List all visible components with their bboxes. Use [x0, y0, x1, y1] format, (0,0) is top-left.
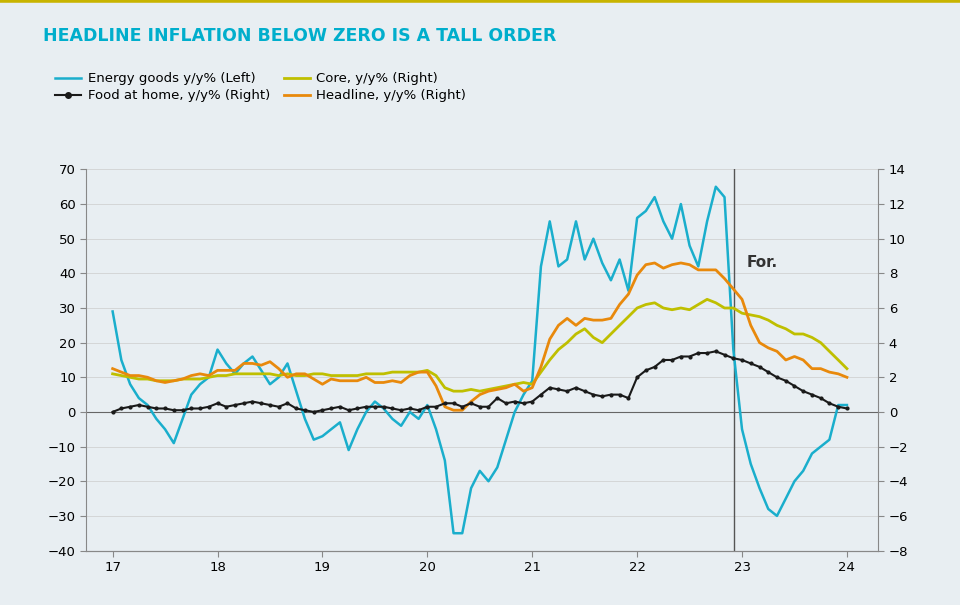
Legend: Energy goods y/y% (Left), Food at home, y/y% (Right), Core, y/y% (Right), Headli: Energy goods y/y% (Left), Food at home, …: [50, 67, 471, 108]
Text: HEADLINE INFLATION BELOW ZERO IS A TALL ORDER: HEADLINE INFLATION BELOW ZERO IS A TALL …: [43, 27, 557, 45]
Text: For.: For.: [746, 255, 778, 270]
